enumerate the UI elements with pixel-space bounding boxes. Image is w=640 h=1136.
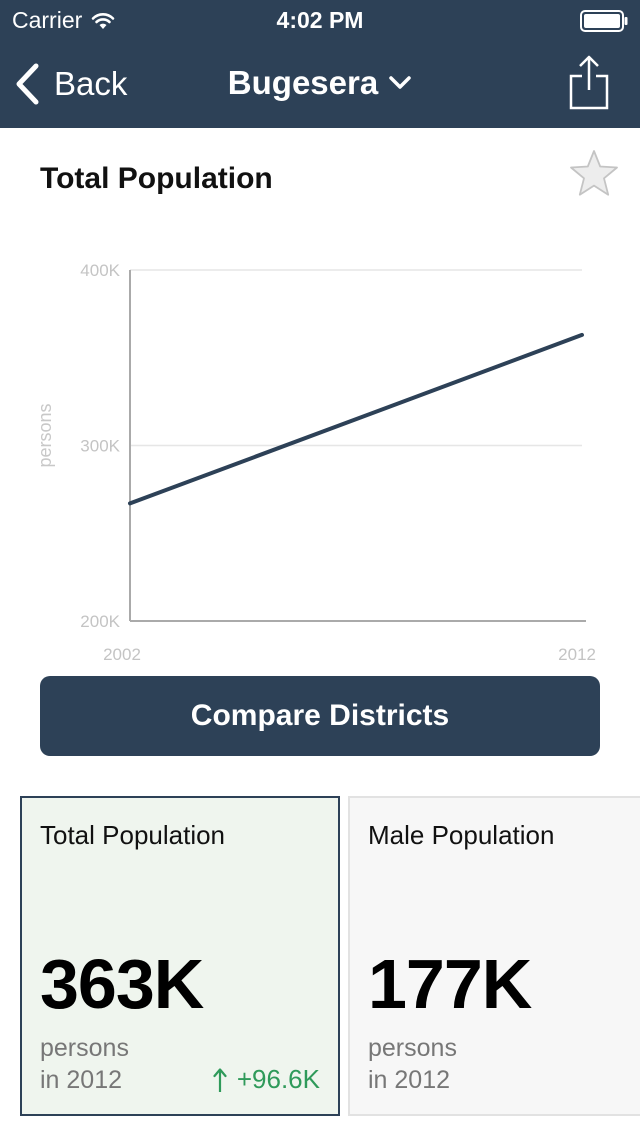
card-title: Total Population (40, 162, 273, 195)
stat-year: in 2012 (40, 1066, 123, 1094)
stat-value: 363K (40, 945, 204, 1023)
back-chevron-icon (16, 63, 39, 105)
chart-series (128, 332, 584, 506)
navigation-bar: Back Bugesera (0, 40, 640, 128)
back-label: Back (54, 65, 128, 102)
stat-label: Male Population (368, 820, 555, 850)
y-axis-label: persons (35, 403, 55, 467)
stat-label: Total Population (40, 820, 226, 850)
share-icon[interactable] (568, 54, 610, 110)
stat-unit: persons (368, 1034, 457, 1062)
battery-icon (580, 10, 628, 32)
stat-card-male-population[interactable]: Male Population 177K persons in 2012 (348, 796, 640, 1116)
compare-districts-button[interactable]: Compare Districts (40, 676, 600, 756)
stat-year: in 2012 (368, 1066, 451, 1094)
nav-title-wrap: Bugesera (0, 64, 640, 102)
y-tick-label: 400K (80, 261, 120, 280)
population-chart: 200K 300K 400K 2002 2012 persons (35, 261, 596, 664)
top-bar: Carrier 4:02 PM Back Bugesera (0, 0, 640, 128)
back-button[interactable]: Back (14, 62, 127, 106)
star-icon[interactable] (568, 148, 620, 200)
carrier: Carrier (12, 7, 116, 34)
y-tick-label: 200K (80, 612, 120, 631)
wifi-icon (91, 12, 115, 29)
x-tick-label: 2002 (103, 645, 141, 664)
x-tick-label: 2012 (558, 645, 596, 664)
stat-card-total-population[interactable]: Total Population 363K persons in 2012 +9… (20, 796, 340, 1116)
stat-change-value: +96.6K (236, 1064, 320, 1094)
y-tick-label: 300K (80, 437, 120, 456)
y-tick-labels: 200K 300K 400K (80, 261, 120, 631)
chevron-down-icon (389, 76, 411, 89)
series-line (128, 332, 584, 506)
chart-gridlines (130, 269, 582, 447)
x-tick-labels: 2002 2012 (103, 645, 596, 664)
carrier-label: Carrier (12, 7, 83, 33)
status-time: 4:02 PM (276, 7, 364, 33)
stat-change: +96.6K (213, 1064, 320, 1095)
arrow-up-icon (213, 1067, 227, 1092)
stat-value: 177K (368, 945, 532, 1023)
district-picker[interactable]: Bugesera (228, 64, 412, 102)
status-bar: Carrier 4:02 PM (0, 0, 640, 40)
stat-unit: persons (40, 1034, 129, 1062)
district-title: Bugesera (227, 64, 379, 101)
